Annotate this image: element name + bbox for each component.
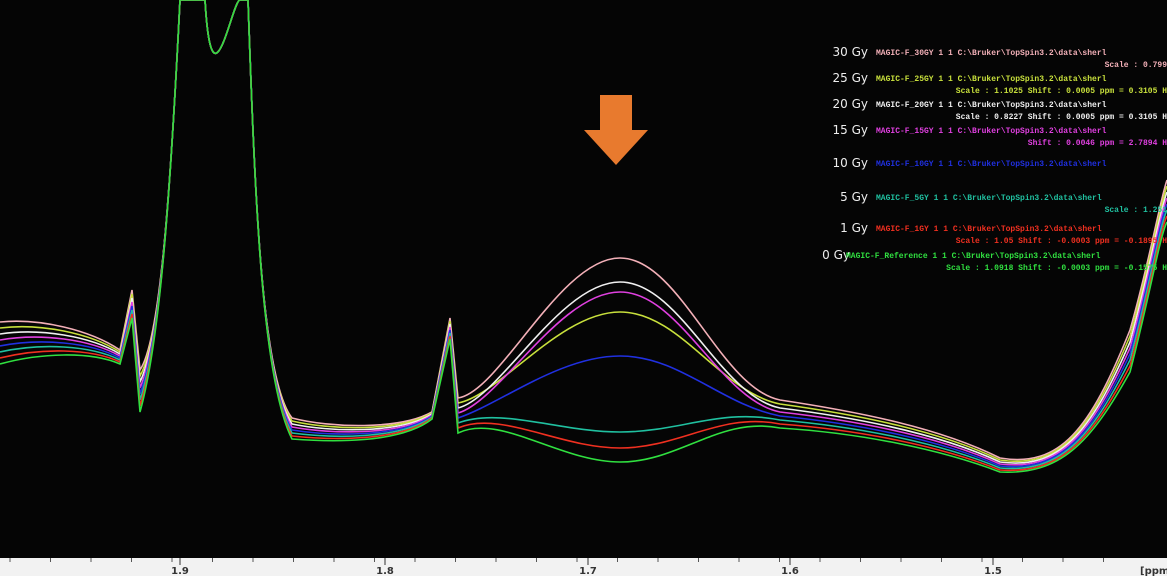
dataset-detail: Scale : 0.8227 Shift : 0.0005 ppm = 0.31…	[956, 113, 1167, 122]
dataset-name: MAGIC-F_30GY 1 1 C:\Bruker\TopSpin3.2\da…	[876, 49, 1107, 58]
tick-label: 1.6	[781, 566, 799, 576]
dataset-name: MAGIC-F_20GY 1 1 C:\Bruker\TopSpin3.2\da…	[876, 101, 1107, 110]
dataset-name: MAGIC-F_25GY 1 1 C:\Bruker\TopSpin3.2\da…	[876, 75, 1107, 84]
dose-label: 10 Gy	[833, 156, 868, 170]
spectra	[0, 0, 1167, 473]
arrow	[584, 95, 648, 165]
dose-label: 0 Gy	[822, 248, 850, 262]
dataset-name: MAGIC-F_5GY 1 1 C:\Bruker\TopSpin3.2\dat…	[876, 194, 1102, 203]
dose-label: 25 Gy	[833, 71, 868, 85]
legend: 30 Gy MAGIC-F_30GY 1 1 C:\Bruker\TopSpin3…	[822, 45, 1167, 273]
dataset-name: MAGIC-F_10GY 1 1 C:\Bruker\TopSpin3.2\da…	[876, 160, 1107, 169]
x-axis: 1.9 1.8 1.7 1.6 1.5 [ppm	[9, 558, 1167, 576]
dataset-detail: Scale : 1.1025 Shift : 0.0005 ppm = 0.31…	[956, 87, 1167, 96]
spectrum-line	[0, 0, 1167, 473]
dose-label: 15 Gy	[833, 123, 868, 137]
dataset-detail: Scale : 1.251	[1105, 206, 1167, 215]
tick-label: 1.7	[579, 566, 597, 576]
dataset-name: MAGIC-F_Reference 1 1 C:\Bruker\TopSpin3…	[846, 252, 1101, 261]
dataset-detail: Scale : 1.05 Shift : -0.0003 ppm = -0.18…	[956, 237, 1167, 246]
dose-label: 20 Gy	[833, 97, 868, 111]
axis-band	[0, 558, 1167, 576]
dose-label: 5 Gy	[840, 190, 868, 204]
dataset-detail: Scale : 0.799	[1105, 61, 1167, 70]
dataset-detail: Shift : 0.0046 ppm = 2.7894 H	[1028, 139, 1167, 148]
dataset-detail: Scale : 1.0918 Shift : -0.0003 ppm = -0.…	[946, 264, 1167, 273]
tick-label: 1.8	[376, 566, 394, 576]
dataset-name: MAGIC-F_15GY 1 1 C:\Bruker\TopSpin3.2\da…	[876, 127, 1107, 136]
dataset-name: MAGIC-F_1GY 1 1 C:\Bruker\TopSpin3.2\dat…	[876, 225, 1102, 234]
dose-label: 1 Gy	[840, 221, 868, 235]
axis-unit: [ppm	[1140, 566, 1167, 576]
tick-label: 1.5	[984, 566, 1002, 576]
tick-label: 1.9	[171, 566, 189, 576]
dose-label: 30 Gy	[833, 45, 868, 59]
